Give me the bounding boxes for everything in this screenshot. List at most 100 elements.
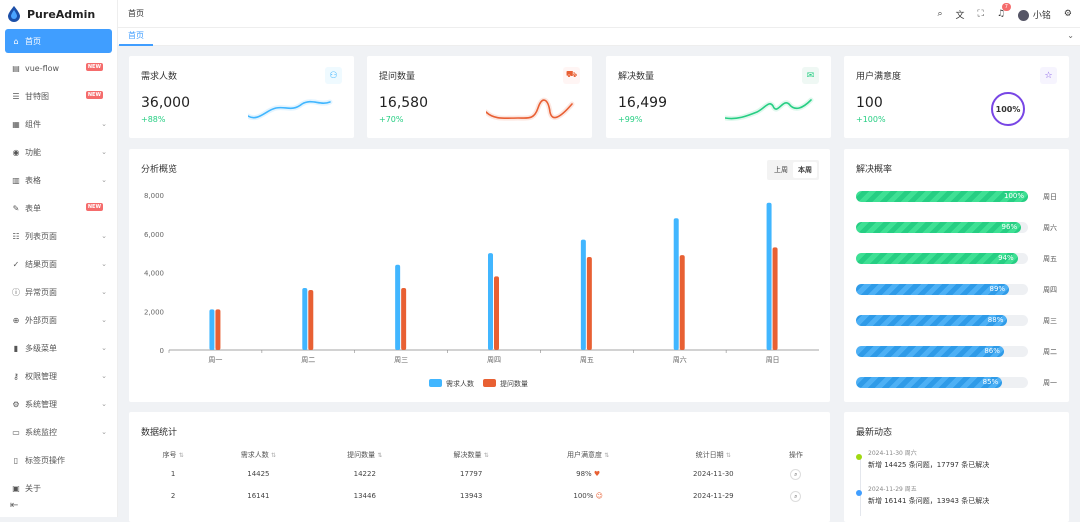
sort-icon[interactable]: ⇅ xyxy=(483,451,489,459)
sidebar-item-label: 权限管理 xyxy=(25,371,57,381)
app-logo[interactable]: PureAdmin xyxy=(0,0,117,28)
sidebar-item-result[interactable]: ✓ 结果页面 ⌄ xyxy=(0,250,117,278)
cell-value: 2 xyxy=(170,492,176,500)
bar-demand xyxy=(488,253,493,350)
breadcrumb[interactable]: 首页 xyxy=(128,9,144,18)
column-header[interactable]: 操作 xyxy=(775,446,817,463)
table-cell: 13446 xyxy=(312,485,418,507)
weekday-label: 周三 xyxy=(1043,317,1057,325)
column-header[interactable]: 统计日期 ⇅ xyxy=(652,446,775,463)
table-row: 2 16141 13446 13943 100% ☺ 2024-11-29 ⌕ xyxy=(141,485,817,507)
stat-delta: +70% xyxy=(379,115,404,124)
avatar xyxy=(1017,9,1029,21)
sidebar-item-home[interactable]: ⌂ 首页 xyxy=(5,29,112,53)
legend-swatch xyxy=(483,379,496,387)
solve-rate-bar: 86% xyxy=(856,346,1028,357)
stat-value: 100 xyxy=(856,95,883,111)
stat-card: 解决数量 ✉ 16,499 +99% xyxy=(606,56,831,138)
timeline-dot xyxy=(856,454,862,460)
list-icon: ☷ xyxy=(12,231,20,241)
weekday-label: 周四 xyxy=(1043,286,1057,294)
sidebar-item-tag[interactable]: ▯ 标签页操作 xyxy=(0,446,117,474)
chevron-down-icon: ⌄ xyxy=(101,372,107,380)
sidebar-item-label: vue-flow xyxy=(25,63,60,73)
legend-swatch xyxy=(429,379,442,387)
sidebar: PureAdmin ⌂ 首页 ▤ vue-flow NEW ☰ 甘特图 NEW ▦ 组件 ⌄ ◉ 功能 ⌄… xyxy=(0,0,118,517)
column-header[interactable]: 用户满意度 ⇅ xyxy=(524,446,652,463)
y-tick-label: 4,000 xyxy=(144,270,164,278)
sort-icon[interactable]: ⇅ xyxy=(178,451,184,459)
column-header[interactable]: 需求人数 ⇅ xyxy=(205,446,311,463)
user-menu[interactable]: 小铭 xyxy=(1017,8,1051,21)
chevron-down-icon: ⌄ xyxy=(101,176,107,184)
sort-icon[interactable]: ⇅ xyxy=(377,451,383,459)
table-cell-action: ⌕ xyxy=(775,485,817,507)
sort-icon[interactable]: ⇅ xyxy=(604,451,610,459)
view-search-icon[interactable]: ⌕ xyxy=(790,490,802,502)
view-search-icon[interactable]: ⌕ xyxy=(790,468,802,480)
sidebar-item-monitor[interactable]: ▭ 系统监控 ⌄ xyxy=(0,418,117,446)
sidebar-item-label: 首页 xyxy=(25,36,41,46)
sidebar-item-menu[interactable]: ▮ 多级菜单 ⌄ xyxy=(0,334,117,362)
stat-value: 36,000 xyxy=(141,95,190,111)
fullscreen-icon[interactable]: ⛶ xyxy=(977,9,984,19)
table-cell: 100% ☺ xyxy=(524,485,652,507)
gantt-icon: ☰ xyxy=(12,91,20,101)
sidebar-item-key[interactable]: ⚷ 权限管理 ⌄ xyxy=(0,362,117,390)
thumbs-up-icon: ♥ xyxy=(593,470,601,478)
cell-value: 16141 xyxy=(247,492,270,500)
column-header[interactable]: 序号 ⇅ xyxy=(141,446,205,463)
chevron-down-icon[interactable]: ⌄ xyxy=(1067,31,1074,40)
sidebar-item-list[interactable]: ☷ 列表页面 ⌄ xyxy=(0,222,117,250)
timeline-line xyxy=(860,456,861,516)
sort-icon[interactable]: ⇅ xyxy=(270,451,276,459)
sidebar-item-exception[interactable]: ⓘ 异常页面 ⌄ xyxy=(0,278,117,306)
cell-value: 1 xyxy=(170,470,176,478)
progress-fill: 88% xyxy=(856,315,1008,326)
sidebar-item-settings[interactable]: ⚙ 系统管理 ⌄ xyxy=(0,390,117,418)
progress-fill: 86% xyxy=(856,346,1004,357)
settings-gear-icon[interactable]: ⚙ xyxy=(1063,9,1072,19)
sidebar-item-label: 组件 xyxy=(25,119,41,129)
progress-fill: 89% xyxy=(856,284,1010,295)
column-header[interactable]: 解决数量 ⇅ xyxy=(418,446,524,463)
column-header-label: 用户满意度 xyxy=(567,450,603,459)
new-badge: NEW xyxy=(85,63,103,71)
app-title: PureAdmin xyxy=(27,7,96,21)
sidebar-menu: ⌂ 首页 ▤ vue-flow NEW ☰ 甘特图 NEW ▦ 组件 ⌄ ◉ 功能 ⌄ ▥ 表格 ⌄ ✎ 表单 NEW… xyxy=(0,29,117,502)
cell-value: 2024-11-30 xyxy=(692,470,734,478)
sidebar-item-external[interactable]: ⊕ 外部页面 ⌄ xyxy=(0,306,117,334)
tab-home[interactable]: 首页 xyxy=(119,28,153,46)
sidebar-item-about[interactable]: ▣ 关于 xyxy=(0,474,117,502)
bar-demand xyxy=(673,218,679,350)
last-week-button[interactable]: 上周 xyxy=(774,166,788,174)
x-tick-label: 周二 xyxy=(301,356,315,364)
notification-bell-icon[interactable]: ♫ 7 xyxy=(997,3,1011,19)
bar-questions xyxy=(215,309,221,350)
form-icon: ✎ xyxy=(12,203,20,213)
cell-value: 100% xyxy=(573,492,594,500)
sidebar-item-gantt[interactable]: ☰ 甘特图 NEW xyxy=(0,82,117,110)
sidebar-item-form[interactable]: ✎ 表单 NEW xyxy=(0,194,117,222)
sidebar-item-flow[interactable]: ▤ vue-flow NEW xyxy=(0,54,117,82)
result-icon: ✓ xyxy=(12,259,20,269)
weekday-label: 周五 xyxy=(1043,255,1057,263)
stat-icon: ⚇ xyxy=(325,67,342,84)
sidebar-item-function[interactable]: ◉ 功能 ⌄ xyxy=(0,138,117,166)
sidebar-item-label: 表单 xyxy=(25,203,41,213)
stat-title: 提问数量 xyxy=(379,72,416,82)
solve-rate-title: 解决概率 xyxy=(856,165,893,175)
column-header-label: 需求人数 xyxy=(240,450,269,459)
sort-icon[interactable]: ⇅ xyxy=(725,451,731,459)
bar-demand xyxy=(766,202,772,350)
sidebar-item-table[interactable]: ▥ 表格 ⌄ xyxy=(0,166,117,194)
exception-icon: ⓘ xyxy=(12,287,20,297)
this-week-button[interactable]: 本周 xyxy=(793,162,817,178)
collapse-sidebar-icon[interactable]: ⇤ xyxy=(10,500,19,511)
sidebar-item-label: 结果页面 xyxy=(25,259,57,269)
search-icon[interactable]: ⌕ xyxy=(937,9,943,19)
translate-icon[interactable]: 文 xyxy=(955,10,965,21)
column-header[interactable]: 提问数量 ⇅ xyxy=(312,446,418,463)
stat-card: 提问数量 ⛟ 16,580 +70% xyxy=(367,56,592,138)
sidebar-item-component[interactable]: ▦ 组件 ⌄ xyxy=(0,110,117,138)
